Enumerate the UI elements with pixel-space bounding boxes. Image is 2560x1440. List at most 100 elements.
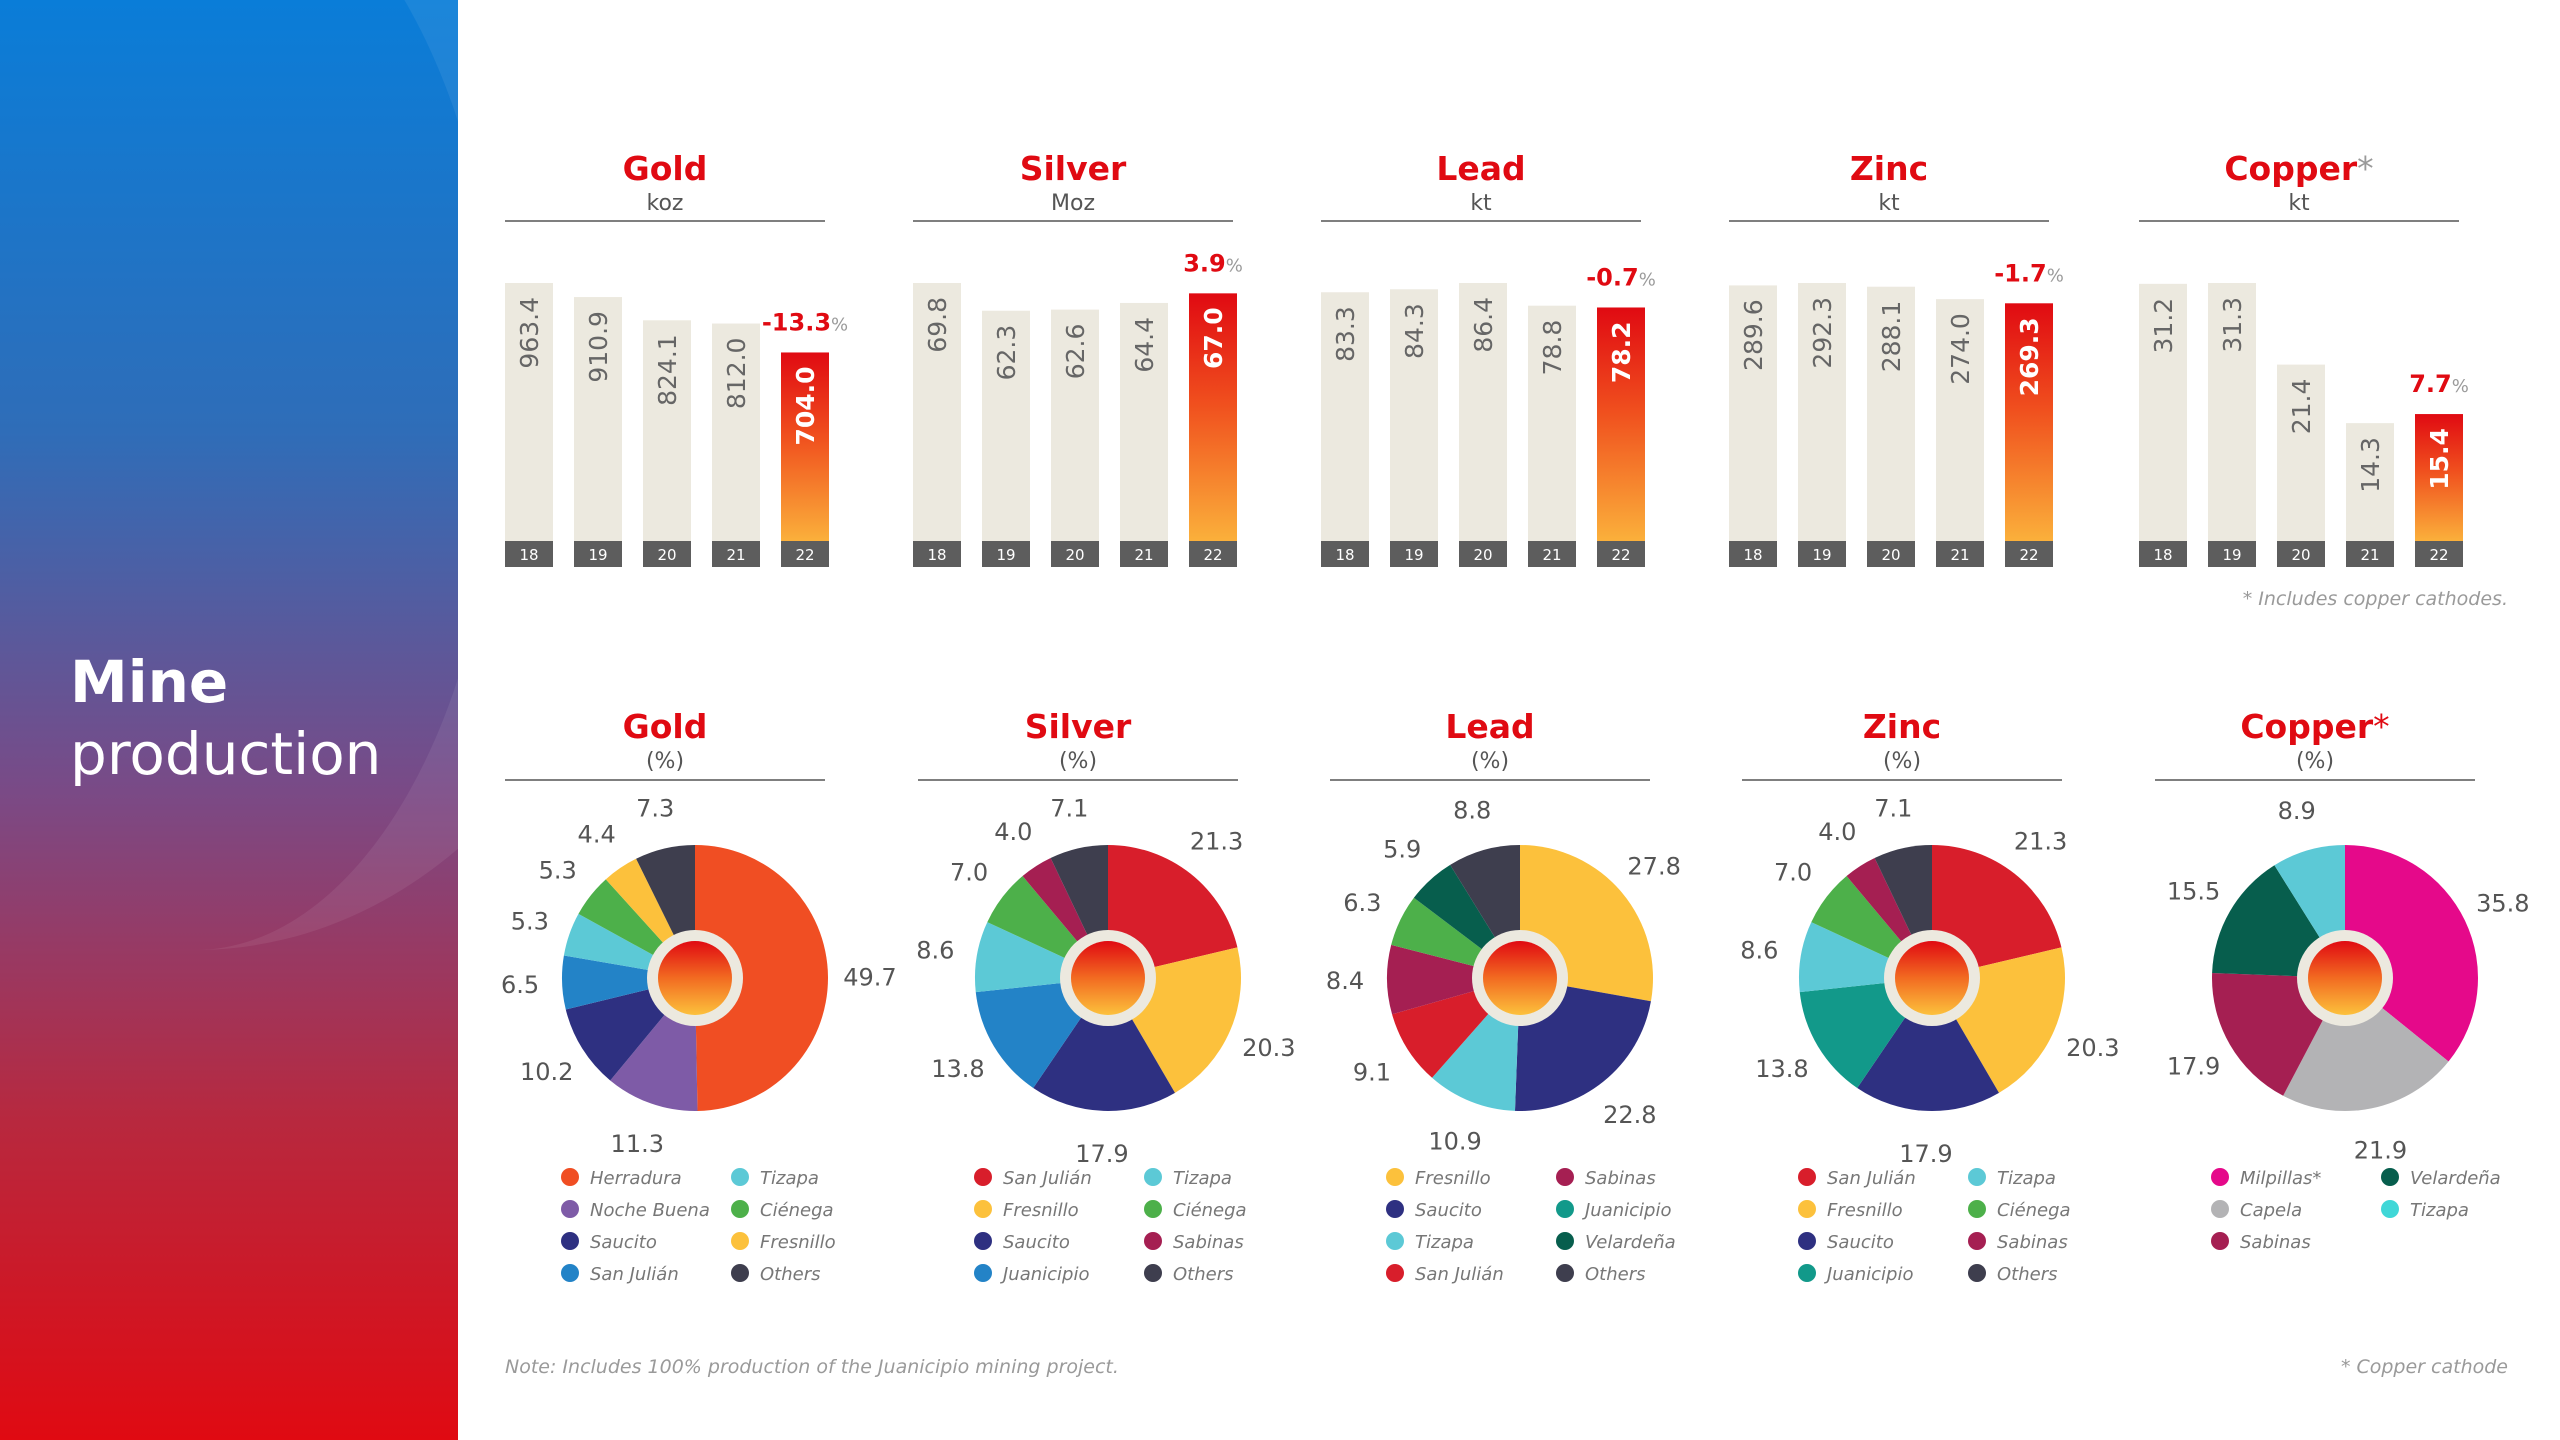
legend-swatch bbox=[561, 1264, 579, 1282]
legend-swatch bbox=[1968, 1200, 1986, 1218]
pie-slice bbox=[1387, 944, 1520, 1015]
legend-item: Fresnillo bbox=[1386, 1168, 1491, 1189]
year-label: 19 bbox=[588, 546, 607, 564]
bar-chart-unit: kt bbox=[1470, 191, 1492, 216]
legend-item: Saucito bbox=[561, 1232, 657, 1253]
pie-value-label: 35.8 bbox=[2476, 889, 2529, 917]
legend-item: Herradura bbox=[561, 1168, 682, 1189]
legend-label: Tizapa bbox=[760, 1168, 819, 1189]
change-unit: % bbox=[831, 314, 848, 335]
pie-chart-zinc: Zinc (%) 21.3 20.3 17.9 13.8 8.6 7.04.0 7.1 San J… bbox=[1740, 707, 2119, 1285]
bar-value-label: 274.0 bbox=[1946, 313, 1975, 385]
year-label: 22 bbox=[2429, 546, 2448, 564]
year-label: 20 bbox=[2291, 546, 2310, 564]
legend-label: Sabinas bbox=[1585, 1168, 1656, 1189]
pie-value-label: 9.1 bbox=[1353, 1058, 1391, 1086]
bar-19 bbox=[574, 297, 622, 541]
legend-swatch bbox=[1386, 1168, 1404, 1186]
year-box bbox=[1189, 541, 1237, 567]
legend-swatch bbox=[1798, 1200, 1816, 1218]
pie-slice bbox=[562, 955, 695, 1010]
legend-item: San Julián bbox=[1798, 1168, 1916, 1189]
year-box bbox=[1051, 541, 1099, 567]
pie-slice bbox=[2345, 845, 2478, 1062]
title-asterisk: * bbox=[2357, 149, 2374, 188]
legend-label: Ciénega bbox=[760, 1200, 834, 1221]
legend-swatch bbox=[2381, 1200, 2399, 1218]
legend-swatch bbox=[731, 1232, 749, 1250]
legend-item: Others bbox=[1556, 1264, 1646, 1285]
bar-22 bbox=[1597, 307, 1645, 541]
pie-value-label: 7.1 bbox=[1050, 794, 1088, 822]
bar-chart-unit: kt bbox=[2288, 191, 2310, 216]
pie-value-label: 8.6 bbox=[1740, 937, 1778, 965]
year-label: 19 bbox=[996, 546, 1015, 564]
legend-item: Saucito bbox=[974, 1232, 1070, 1253]
year-box bbox=[1321, 541, 1369, 567]
legend-label: San Julián bbox=[1415, 1264, 1504, 1285]
legend-swatch bbox=[1386, 1264, 1404, 1282]
legend-swatch bbox=[1798, 1232, 1816, 1250]
legend-label: Saucito bbox=[1003, 1232, 1070, 1253]
change-label: -1.7% bbox=[1994, 259, 2064, 287]
legend-label: Juanicipio bbox=[1582, 1200, 1672, 1221]
change-unit: % bbox=[1639, 269, 1656, 290]
year-box bbox=[2346, 541, 2394, 567]
bar-value-label: 288.1 bbox=[1877, 301, 1906, 373]
pie-chart-title: Gold bbox=[623, 707, 708, 746]
legend-item: Velardeña bbox=[2381, 1168, 2501, 1189]
year-box bbox=[2277, 541, 2325, 567]
bar-value-label: 78.2 bbox=[1607, 321, 1636, 383]
pie-value-label: 5.3 bbox=[539, 856, 577, 884]
pie-hub bbox=[1895, 941, 1969, 1015]
bar-chart-zinc: Zinc kt 18 289.6 19 292.3 20 288.1 21 274.0 22 269.… bbox=[1729, 149, 2064, 567]
bar-19 bbox=[1798, 283, 1846, 541]
year-label: 22 bbox=[2019, 546, 2038, 564]
bar-value-label: 963.4 bbox=[515, 297, 544, 369]
legend-swatch bbox=[974, 1232, 992, 1250]
bar-chart-title: Gold bbox=[623, 149, 708, 188]
legend-swatch bbox=[1556, 1168, 1574, 1186]
year-label: 19 bbox=[2222, 546, 2241, 564]
bar-20 bbox=[1051, 309, 1099, 541]
legend-label: Ciénega bbox=[1997, 1200, 2071, 1221]
pie-value-label: 10.2 bbox=[520, 1058, 573, 1086]
legend-swatch bbox=[1386, 1232, 1404, 1250]
bar-value-label: 67.0 bbox=[1199, 307, 1228, 369]
legend-label: Juanicipio bbox=[1824, 1264, 1914, 1285]
year-box bbox=[1936, 541, 1984, 567]
pie-value-label: 10.9 bbox=[1428, 1128, 1481, 1156]
bar-value-label: 812.0 bbox=[722, 338, 751, 410]
pie-slice bbox=[1033, 978, 1175, 1111]
legend-swatch bbox=[561, 1168, 579, 1186]
pie-slice bbox=[1857, 978, 1999, 1111]
pie-value-label: 8.4 bbox=[1326, 967, 1364, 995]
legend-label: Velardeña bbox=[2410, 1168, 2501, 1189]
legend-swatch bbox=[974, 1200, 992, 1218]
bar-value-label: 78.8 bbox=[1538, 320, 1567, 376]
legend-swatch bbox=[1556, 1200, 1574, 1218]
pie-chart-unit: (%) bbox=[1471, 749, 1509, 774]
pie-chart-copper: Copper* (%) 35.8 21.9 17.9 15.5 8.9 Milpillas* V… bbox=[2155, 707, 2530, 1253]
legend-label: Fresnillo bbox=[1415, 1168, 1491, 1189]
year-box bbox=[505, 541, 553, 567]
legend-swatch bbox=[1968, 1264, 1986, 1282]
pie-value-label: 13.8 bbox=[931, 1055, 984, 1083]
pie-chart-unit: (%) bbox=[646, 749, 684, 774]
year-label: 21 bbox=[1950, 546, 1969, 564]
pie-value-label: 22.8 bbox=[1603, 1101, 1656, 1129]
pie-value-label: 7.0 bbox=[1774, 859, 1812, 887]
bar-chart-unit: koz bbox=[647, 191, 684, 216]
bar-22 bbox=[781, 352, 829, 541]
change-label: -0.7% bbox=[1586, 263, 1656, 291]
legend-label: Saucito bbox=[1827, 1232, 1894, 1253]
pie-value-label: 5.9 bbox=[1383, 836, 1421, 864]
legend-item: Others bbox=[731, 1264, 821, 1285]
year-label: 22 bbox=[1611, 546, 1630, 564]
pie-value-label: 21.3 bbox=[2014, 828, 2067, 856]
year-label: 18 bbox=[519, 546, 538, 564]
legend-label: San Julián bbox=[1827, 1168, 1916, 1189]
legend-item: Sabinas bbox=[1144, 1232, 1244, 1253]
year-box bbox=[1390, 541, 1438, 567]
legend-item: Capela bbox=[2211, 1200, 2302, 1221]
